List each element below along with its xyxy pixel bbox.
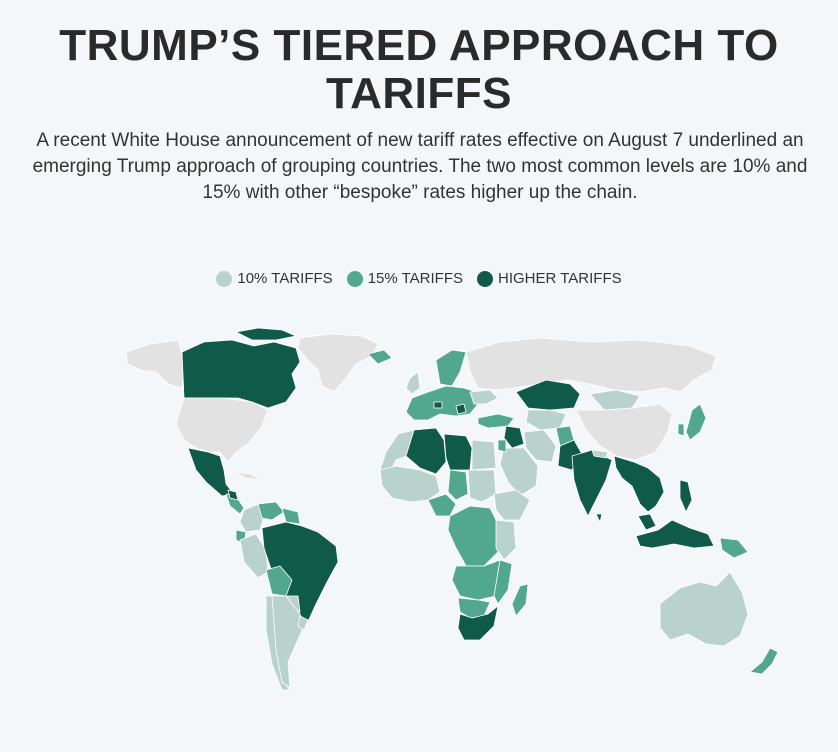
- country-russia: [465, 337, 717, 393]
- country-bolivia: [265, 565, 293, 597]
- country-south-africa: [457, 605, 499, 641]
- country-central-africa: [447, 505, 501, 567]
- country-sudan: [467, 469, 497, 503]
- legend: 10% TARIFFS 15% TARIFFS HIGHER TARIFFS: [0, 270, 838, 287]
- legend-label-10: 10% TARIFFS: [237, 270, 333, 287]
- country-libya: [443, 433, 473, 471]
- country-united-kingdom: [405, 371, 421, 395]
- country-united-states: [175, 397, 269, 463]
- country-argentina: [271, 595, 305, 689]
- country-indonesia: [635, 519, 715, 549]
- country-new-zealand: [749, 647, 779, 675]
- country-mozambique: [493, 559, 513, 605]
- legend-item-higher: HIGHER TARIFFS: [477, 270, 622, 287]
- country-venezuela: [257, 501, 285, 521]
- country-west-africa: [379, 465, 441, 503]
- country-philippines: [679, 479, 693, 513]
- country-kazakhstan: [515, 379, 581, 411]
- country-greenland: [297, 333, 379, 393]
- legend-item-15: 15% TARIFFS: [346, 270, 463, 287]
- country-east-africa: [495, 519, 517, 561]
- country-sri-lanka: [595, 513, 603, 523]
- country-cuba: [235, 471, 261, 481]
- country-jordan: [497, 439, 507, 453]
- country-southeast-asia: [613, 455, 665, 513]
- country-egypt: [471, 439, 497, 471]
- country-nigeria: [427, 493, 457, 517]
- country-nepal: [591, 449, 609, 459]
- country-iraq: [503, 425, 525, 449]
- country-iran: [523, 429, 557, 463]
- country-china: [575, 403, 673, 461]
- country-serbia: [455, 403, 467, 415]
- country-nicaragua: [227, 489, 239, 501]
- country-malaysia: [637, 513, 657, 531]
- country-chad: [447, 469, 469, 501]
- legend-label-15: 15% TARIFFS: [367, 270, 463, 287]
- country-algeria: [405, 427, 447, 475]
- country-mongolia: [589, 389, 641, 411]
- country-canada-islands: [235, 327, 297, 341]
- country-saudi-arabia: [499, 447, 539, 497]
- world-map: [125, 327, 779, 691]
- legend-swatch-higher: [477, 270, 493, 287]
- page-subtitle: A recent White House announcement of new…: [32, 130, 808, 203]
- legend-item-10: 10% TARIFFS: [216, 270, 333, 287]
- country-ukraine: [469, 389, 499, 405]
- country-central-asia: [525, 409, 567, 431]
- country-south-korea: [677, 423, 685, 437]
- country-australia: [659, 571, 749, 647]
- country-ethiopia: [493, 489, 531, 521]
- country-papua-new-guinea: [719, 537, 749, 559]
- country-india: [571, 449, 613, 517]
- page-title: TRUMP’S TIERED APPROACH TO TARIFFS: [59, 21, 779, 118]
- legend-swatch-15: [346, 270, 363, 287]
- legend-label-higher: HIGHER TARIFFS: [498, 270, 622, 287]
- country-scandinavia: [435, 349, 467, 387]
- country-madagascar: [511, 583, 529, 617]
- country-switzerland: [433, 401, 443, 409]
- country-alaska: [125, 339, 185, 389]
- country-guianas: [281, 507, 301, 525]
- country-turkey: [477, 413, 515, 429]
- country-iceland: [367, 349, 393, 365]
- country-mexico: [187, 447, 235, 497]
- country-uruguay: [297, 615, 309, 631]
- legend-swatch-10: [216, 270, 233, 287]
- country-japan: [685, 403, 707, 441]
